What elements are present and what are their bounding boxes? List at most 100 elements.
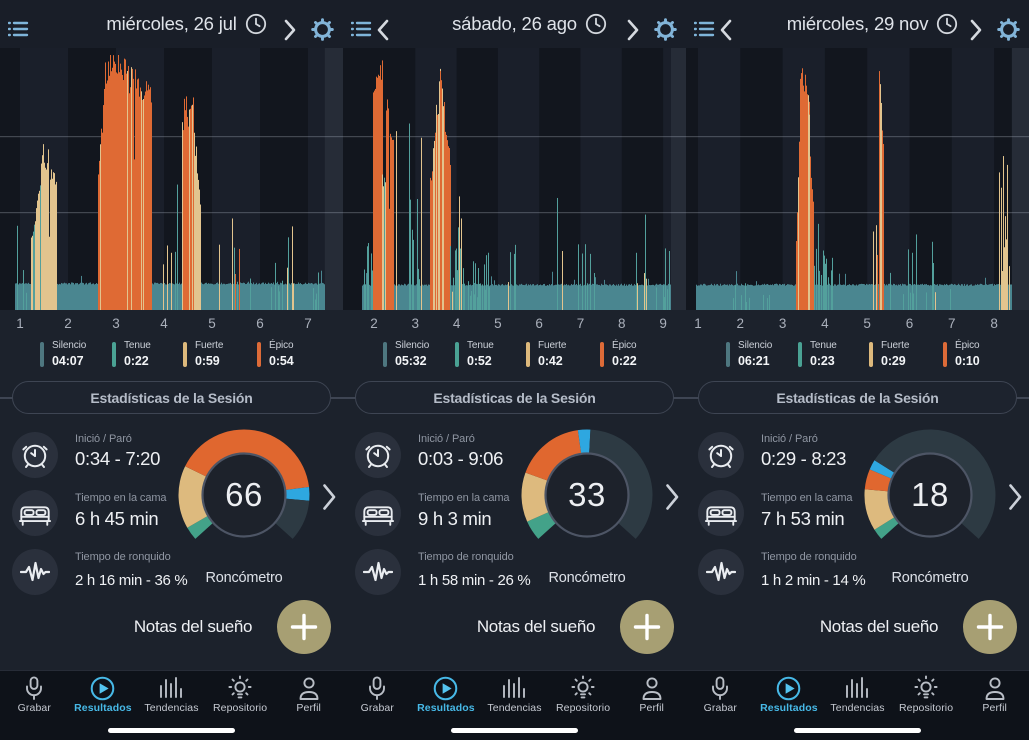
- snore-score-gauge: 33: [507, 415, 667, 575]
- legend-item-epico: Épico 0:22: [600, 340, 637, 368]
- snore-legend: Silencio 05:32 Tenue 0:52 Fuerte 0:42: [343, 340, 686, 376]
- alarm-clock-icon: [22, 444, 48, 468]
- tab-tendencias[interactable]: Tendencias: [137, 671, 206, 740]
- legend-value: 0:52: [467, 354, 492, 368]
- tab-label: Perfil: [639, 702, 664, 714]
- tab-grabar[interactable]: Grabar: [686, 671, 755, 740]
- x-axis-tick: 3: [411, 316, 420, 331]
- divider: [0, 397, 13, 399]
- tab-tendencias[interactable]: Tendencias: [480, 671, 549, 740]
- top-bar: miércoles, 29 nov: [686, 0, 1029, 48]
- tab-perfil[interactable]: Perfil: [274, 671, 343, 740]
- legend-item-silencio: Silencio 04:07: [40, 340, 86, 368]
- session-list-button[interactable]: [693, 21, 715, 42]
- tab-resultados[interactable]: Resultados: [412, 671, 481, 740]
- stat-icon-circle: [12, 490, 58, 536]
- tab-perfil[interactable]: Perfil: [960, 671, 1029, 740]
- session-list-button[interactable]: [350, 21, 372, 42]
- x-axis-tick: 2: [64, 316, 72, 331]
- legend-item-tenue: Tenue 0:22: [112, 340, 151, 368]
- snore-intensity-chart: 1 2 3 4 5 6 7 8: [686, 48, 1029, 337]
- snore-intensity-plot: [0, 48, 343, 310]
- tab-tendencias[interactable]: Tendencias: [823, 671, 892, 740]
- previous-day-button[interactable]: [719, 19, 733, 46]
- tab-label: Tendencias: [487, 702, 542, 714]
- next-day-button[interactable]: [626, 19, 640, 46]
- gear-icon: [997, 18, 1020, 41]
- next-day-button[interactable]: [283, 19, 297, 46]
- session-statistics-button[interactable]: Estadísticas de la Sesión: [355, 381, 674, 414]
- snore-intensity-chart: 2 3 4 5 6 7 8 9: [343, 48, 686, 337]
- tab-label: Grabar: [703, 702, 737, 714]
- stat-icon-circle: [355, 432, 401, 478]
- session-statistics-button[interactable]: Estadísticas de la Sesión: [698, 381, 1017, 414]
- legend-swatch-epico: [257, 342, 261, 367]
- score-details-button[interactable]: [322, 483, 337, 516]
- add-sleep-note-button[interactable]: [963, 600, 1017, 654]
- legend-value: 04:07: [52, 354, 84, 368]
- score-details-button[interactable]: [1008, 483, 1023, 516]
- person-icon: [642, 676, 662, 700]
- alarm-clock-icon: [708, 444, 734, 468]
- session-stats-row: Estadísticas de la Sesión: [0, 381, 343, 414]
- tab-repositorio[interactable]: Repositorio: [549, 671, 618, 740]
- stat-label-snoring-time: Tiempo de ronquido: [418, 551, 514, 563]
- date-selector[interactable]: miércoles, 29 nov: [686, 0, 1029, 48]
- tab-grabar[interactable]: Grabar: [343, 671, 412, 740]
- date-selector[interactable]: sábado, 26 ago: [343, 0, 686, 48]
- session-stats-row: Estadísticas de la Sesión: [343, 381, 686, 414]
- x-axis-tick: 4: [452, 316, 461, 331]
- tab-grabar[interactable]: Grabar: [0, 671, 69, 740]
- gauge-ring: [864, 429, 996, 539]
- divider: [330, 397, 343, 399]
- legend-swatch-fuerte: [869, 342, 873, 367]
- session-list-button[interactable]: [7, 21, 29, 42]
- stat-label-time-in-bed: Tiempo en la cama: [75, 492, 167, 504]
- microphone-icon: [26, 675, 43, 700]
- chevron-left-icon: [377, 19, 389, 41]
- tab-perfil[interactable]: Perfil: [617, 671, 686, 740]
- x-axis-tick: 8: [990, 316, 998, 331]
- x-axis-tick: 4: [821, 316, 829, 331]
- microphone-icon: [369, 675, 386, 700]
- score-details-button[interactable]: [665, 483, 680, 516]
- chevron-right-icon: [627, 19, 639, 41]
- stat-value-time-in-bed: 7 h 53 min: [761, 508, 845, 529]
- date-selector[interactable]: miércoles, 26 jul: [0, 0, 343, 48]
- legend-label: Tenue: [467, 340, 494, 351]
- next-day-button[interactable]: [969, 19, 983, 46]
- sleep-notes-label: Notas del sueño: [133, 617, 253, 636]
- tab-repositorio[interactable]: Repositorio: [206, 671, 275, 740]
- x-axis-tick: 4: [160, 316, 168, 331]
- legend-label: Épico: [955, 340, 980, 351]
- tab-repositorio[interactable]: Repositorio: [892, 671, 961, 740]
- snore-score-gauge: 66: [164, 415, 324, 575]
- legend-item-epico: Épico 0:54: [257, 340, 294, 368]
- tab-resultados[interactable]: Resultados: [755, 671, 824, 740]
- legend-value: 0:54: [269, 354, 294, 368]
- legend-value: 0:22: [124, 354, 149, 368]
- stat-value-time-in-bed: 9 h 3 min: [418, 508, 492, 529]
- session-statistics-button[interactable]: Estadísticas de la Sesión: [12, 381, 331, 414]
- x-axis-tick: 6: [535, 316, 543, 331]
- legend-label: Silencio: [52, 340, 87, 351]
- add-sleep-note-button[interactable]: [620, 600, 674, 654]
- snore-score-caption: Roncómetro: [548, 570, 626, 586]
- gear-icon: [654, 18, 677, 41]
- gauge-ring: [178, 429, 310, 539]
- waveform-icon: [20, 561, 50, 582]
- stat-label-snoring-time: Tiempo de ronquido: [761, 551, 857, 563]
- settings-button[interactable]: [311, 18, 334, 46]
- stat-value-snoring-time: 1 h 58 min - 26 %: [418, 572, 531, 589]
- snore-intensity-plot: [686, 48, 1029, 310]
- settings-button[interactable]: [997, 18, 1020, 46]
- bar-chart-icon: [160, 677, 183, 698]
- x-axis-tick: 7: [948, 316, 956, 331]
- add-sleep-note-button[interactable]: [277, 600, 331, 654]
- previous-day-button[interactable]: [376, 19, 390, 46]
- settings-button[interactable]: [654, 18, 677, 46]
- tab-resultados[interactable]: Resultados: [69, 671, 138, 740]
- tab-label: Perfil: [982, 702, 1007, 714]
- list-icon: [693, 21, 715, 37]
- x-axis-tick: 3: [778, 316, 787, 331]
